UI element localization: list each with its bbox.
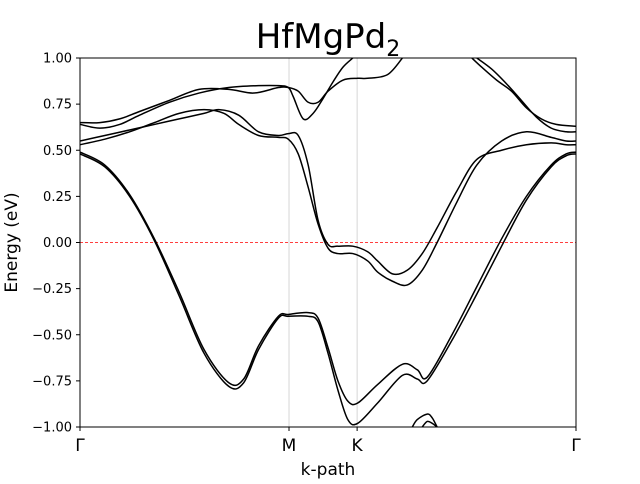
y-tick-label: −0.25 [32,282,72,297]
band-line [421,420,438,427]
chart-title-subscript: 2 [386,37,400,62]
band-line [80,108,576,287]
band-line [80,151,576,406]
y-tick-label: 0.00 [43,236,72,251]
y-tick-label: −0.75 [32,374,72,389]
y-axis-ticks: −1.00 −0.75 −0.50 −0.25 0.00 0.25 0.50 0.75 1.00 [32,52,80,436]
band-line [80,58,354,129]
y-tick-label: 1.00 [43,52,72,67]
band-lines [80,58,576,427]
x-tick-label: Γ [75,436,85,456]
band-line [80,58,403,124]
x-tick-label: K [352,436,364,456]
chart-title-main: HfMgPd [256,17,387,57]
chart-title: HfMgPd2 [256,17,401,62]
band-line [80,153,576,426]
y-tick-label: 0.25 [43,190,72,205]
band-line [476,58,576,133]
band-line [80,108,576,276]
y-tick-label: −0.50 [32,328,72,343]
x-tick-label: M [282,436,297,456]
band-line [411,413,438,427]
y-tick-label: 0.75 [43,98,72,113]
y-axis-label: Energy (eV) [2,192,22,292]
x-tick-label: Γ [571,436,581,456]
band-line [471,58,576,128]
y-tick-label: 0.50 [43,144,72,159]
y-tick-label: −1.00 [32,421,72,436]
x-axis-label: k-path [301,460,356,480]
